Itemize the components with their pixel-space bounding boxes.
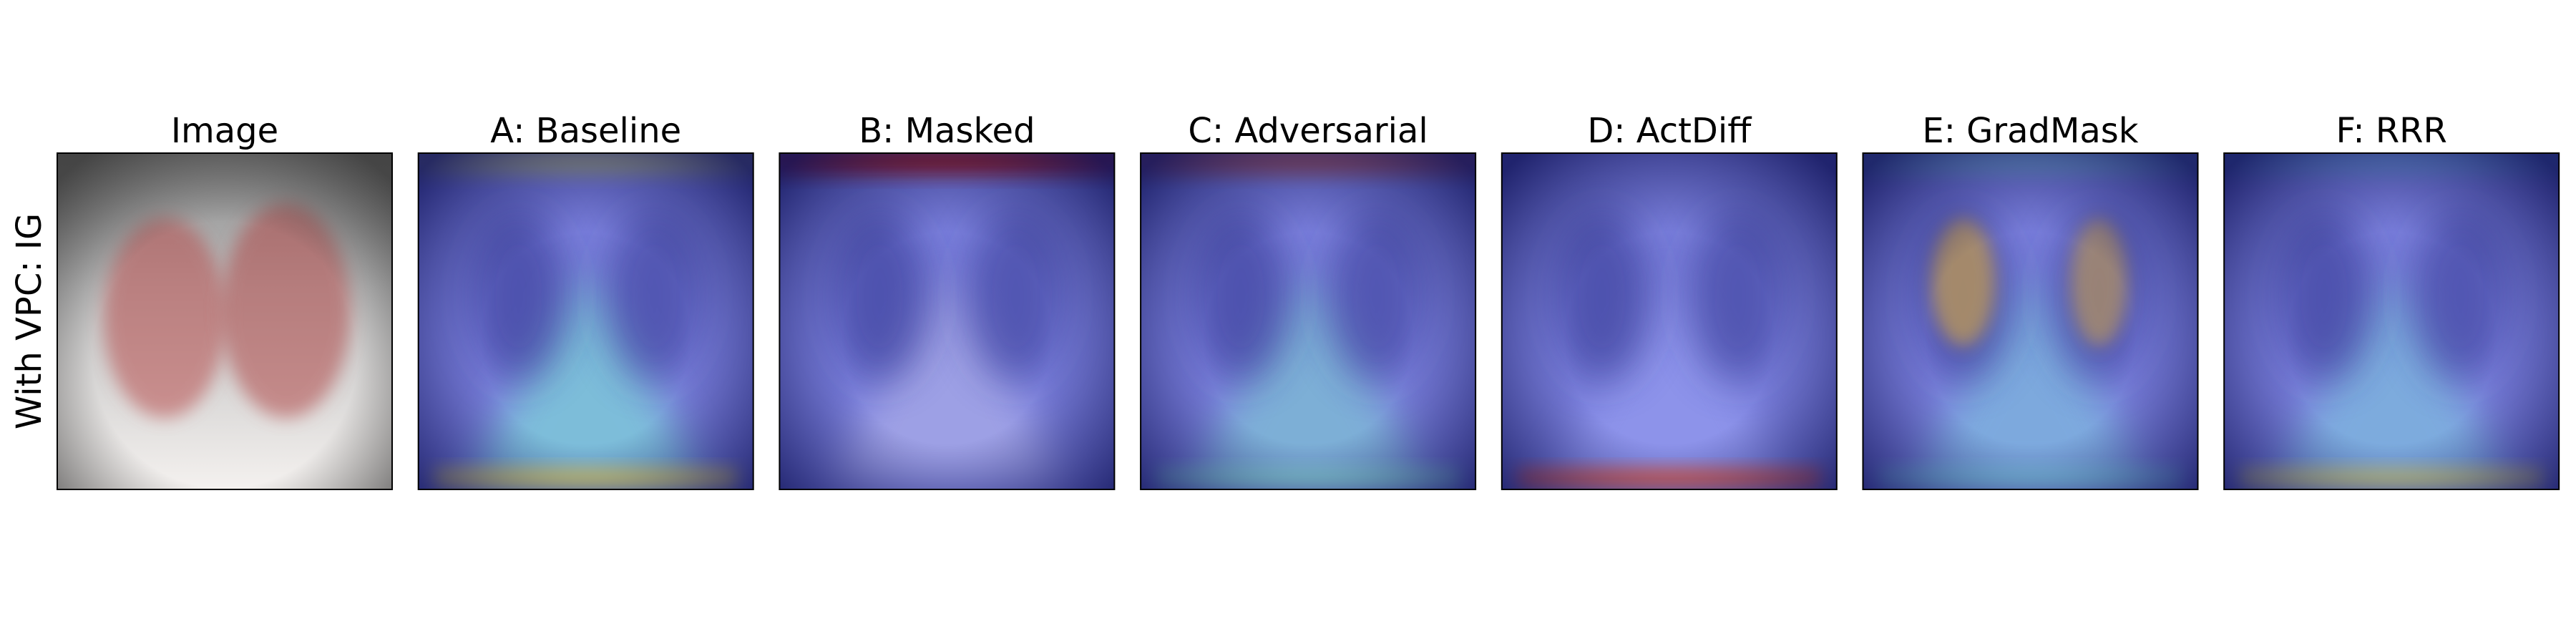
panel-image: [1141, 153, 1476, 489]
panel-frame: [779, 152, 1116, 490]
edge-dark: [779, 153, 1115, 489]
panel-frame: [417, 152, 754, 490]
panel-image: [57, 153, 392, 489]
edge-dark: [2224, 153, 2560, 489]
panel-title: F: RRR: [2336, 111, 2447, 151]
xray-edge: [57, 153, 392, 489]
panel-image: [418, 153, 753, 489]
panel-frame: [1862, 152, 2199, 490]
row-label: With VPC: IG: [9, 213, 49, 429]
panel-title: C: Adversarial: [1188, 111, 1428, 151]
panel-image: [1863, 153, 2198, 489]
panel-image: [2224, 153, 2560, 489]
panel-frame: [2223, 152, 2560, 490]
edge-dark: [1501, 153, 1837, 489]
panel-title: B: Masked: [859, 111, 1035, 151]
panel-title: E: GradMask: [1922, 111, 2138, 151]
panel-image: [779, 153, 1115, 489]
panel-title: A: Baseline: [490, 111, 681, 151]
panel-title: D: ActDiff: [1587, 111, 1752, 151]
panel-title: Image: [171, 111, 278, 151]
panel-frame: [1140, 152, 1477, 490]
panel-frame: [1501, 152, 1838, 490]
edge-dark: [1141, 153, 1476, 489]
panel-frame: [57, 152, 393, 490]
panel-image: [1501, 153, 1837, 489]
edge-dark: [1863, 153, 2198, 489]
edge-dark: [418, 153, 753, 489]
